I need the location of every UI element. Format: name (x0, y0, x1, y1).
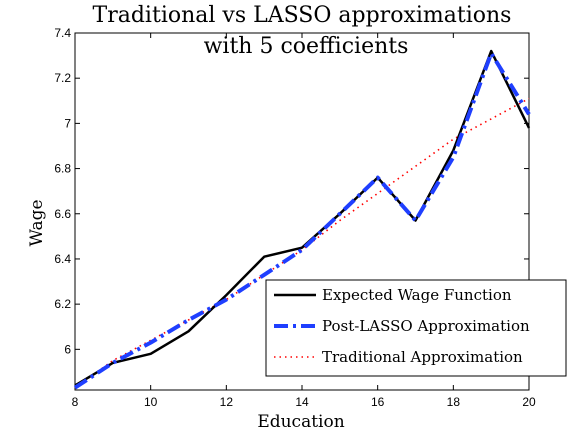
x-tick-label: 16 (371, 395, 385, 409)
legend: Expected Wage Function Post-LASSO Approxi… (265, 279, 567, 377)
x-axis-label: Education (257, 412, 344, 432)
x-tick-label: 8 (72, 395, 79, 409)
chart-title: Traditional vs LASSO approximations (93, 3, 512, 28)
y-tick-label: 6.6 (54, 207, 71, 221)
chart-subtitle: with 5 coefficients (204, 34, 409, 59)
x-tick-label: 20 (522, 395, 536, 409)
series-line-expected-wage-function (74, 49, 531, 387)
y-tick-label: 7.2 (54, 71, 71, 85)
x-tick-label: 10 (144, 395, 158, 409)
x-tick-label: 14 (295, 395, 309, 409)
y-tick-label: 7.4 (54, 26, 71, 40)
y-tick-label: 6.4 (54, 252, 71, 266)
y-tick-label: 7 (64, 116, 71, 130)
plot-area: 8 10 12 14 16 18 20 6 6.2 6.4 6.6 6.8 7 7.2 7.4 (54, 26, 536, 409)
series-line-post-lasso-approximation (73, 51, 531, 390)
legend-label: Expected Wage Function (322, 286, 512, 304)
legend-label: Traditional Approximation (322, 348, 523, 366)
y-axis-label: Wage (27, 199, 47, 246)
y-tick-label: 6 (64, 342, 71, 356)
x-tick-label: 18 (447, 395, 461, 409)
y-tick-label: 6.8 (54, 162, 71, 176)
x-tick-label: 12 (220, 395, 234, 409)
y-tick-label: 6.2 (54, 297, 71, 311)
legend-label: Post-LASSO Approximation (322, 317, 530, 335)
